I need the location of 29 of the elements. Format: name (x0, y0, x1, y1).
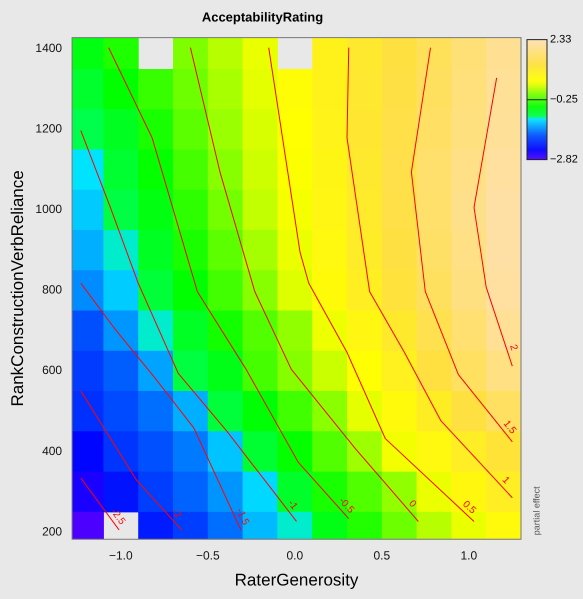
y-tick-label: 400 (42, 444, 62, 458)
text: 1 (500, 474, 512, 487)
x-tick-label: 0.5 (373, 548, 390, 563)
text: -2 (169, 506, 184, 522)
y-axis-title: RankConstructionVerbReliance (8, 170, 27, 407)
y-tick-label: 1400 (35, 41, 62, 56)
text: 1.5 (500, 418, 518, 437)
x-tick-label: 1.0 (460, 548, 478, 563)
y-tick-label: 1000 (35, 202, 62, 216)
color-bar-label: −2.82 (550, 154, 578, 166)
x-tick-label: 0.0 (286, 548, 304, 563)
color-bar-title: partial effect (531, 486, 542, 536)
y-tick-label: 1200 (35, 122, 62, 136)
color-bar-label: −0.25 (550, 94, 578, 106)
text: -2.5 (108, 506, 128, 528)
x-tick-label: −1.0 (108, 548, 133, 563)
y-tick-label: 600 (42, 363, 62, 378)
text: -1.5 (234, 506, 252, 528)
x-axis-title: RaterGenerosity (234, 570, 359, 590)
x-tick-label: −0.5 (196, 548, 220, 563)
y-tick-label: 800 (42, 282, 62, 297)
chart-title: AcceptabilityRating (202, 9, 324, 24)
text: 0.5 (460, 498, 478, 517)
text: 0 (406, 498, 418, 510)
text: -0.5 (336, 496, 356, 516)
color-bar-label: 2.33 (550, 34, 572, 46)
y-tick-label: 200 (42, 524, 62, 538)
text: -1 (285, 498, 300, 512)
text: 2 (507, 343, 520, 352)
